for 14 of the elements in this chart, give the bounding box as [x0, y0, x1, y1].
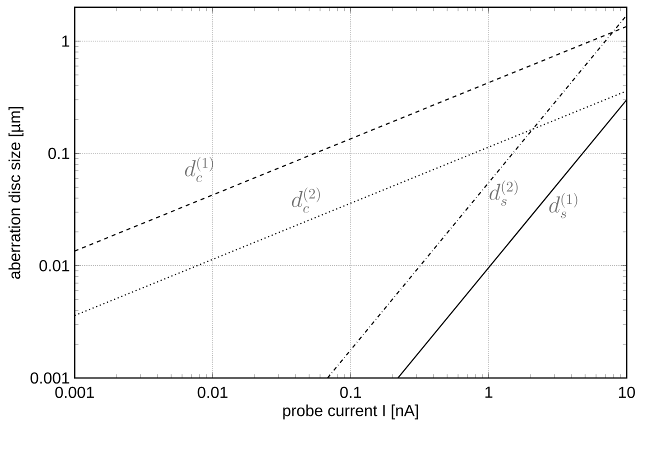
series-label: $d_s^{(1)}$: [549, 193, 578, 218]
x-tick-label: 10: [618, 386, 635, 398]
y-tick-label: 1: [62, 36, 70, 47]
x-tick-label: 0.1: [340, 386, 361, 398]
x-tick-label: 1: [485, 386, 492, 398]
series-label: $d_c^{(1)}$: [184, 156, 213, 182]
y-tick-label: 0.01: [39, 260, 70, 272]
x-axis-title: probe current I [nA]: [283, 404, 418, 420]
y-tick-label: 0.1: [48, 148, 70, 160]
y-tick-label: 0.001: [30, 372, 70, 384]
x-tick-label: 0.01: [198, 386, 228, 398]
y-axis-title: aberration disc size [µm]: [8, 106, 24, 279]
series-label: $d_c^{(2)}$: [292, 188, 320, 213]
series-label: $d_s^{(2)}$: [490, 180, 518, 206]
